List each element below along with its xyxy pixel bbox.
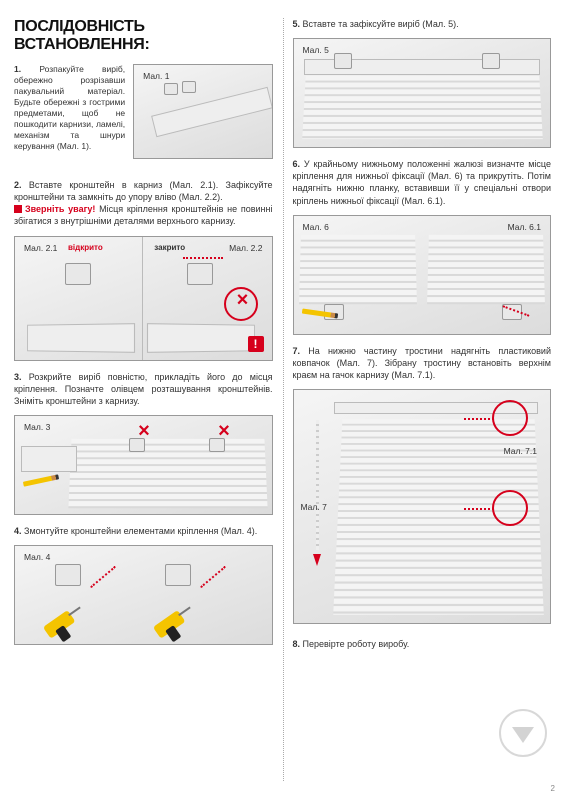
fig7-leader-bottom	[464, 508, 494, 510]
figure-5-label: Мал. 5	[300, 43, 332, 57]
fig5-blinds	[302, 76, 542, 139]
figure-3-label: Мал. 3	[21, 420, 53, 434]
fig5-bracket-b	[482, 53, 500, 69]
fig7-wand	[316, 420, 319, 550]
figure-6-right: Мал. 6.1	[422, 216, 550, 334]
fig7-leader-top	[464, 418, 494, 420]
step-6-body: У крайньому нижньому положенні жалюзі ви…	[293, 159, 552, 205]
fig61-blinds	[427, 235, 545, 304]
step-3-body: Розкрийте виріб повністю, прикладіть йог…	[14, 372, 273, 406]
page-title: ПОСЛІДОВНІСТЬ ВСТАНОВЛЕННЯ:	[14, 18, 273, 54]
fig7-tassel-icon	[313, 554, 321, 566]
figure-4: Мал. 4	[14, 545, 273, 645]
warn-square-icon	[14, 205, 22, 213]
fig3-rail	[21, 446, 77, 472]
step-2-body: Вставте кронштейн в карниз (Мал. 2.1). З…	[14, 180, 273, 202]
step-8-body: Перевірте роботу виробу.	[303, 639, 410, 649]
fig22-x-icon: ×	[234, 293, 252, 311]
column-divider	[283, 18, 284, 781]
step-5-text: 5. Вставте та зафіксуйте виріб (Мал. 5).	[293, 18, 552, 30]
step-1: 1. Розпакуйте виріб, обережно розрізавши…	[14, 64, 273, 169]
step-4-num: 4.	[14, 526, 22, 536]
fig3-bracket-b	[209, 438, 225, 452]
fig3-pencil-icon	[23, 474, 59, 486]
step-8-text: 8. Перевірте роботу виробу.	[293, 638, 552, 650]
fig22-bracket	[187, 263, 213, 285]
fig7-callout-top	[492, 400, 528, 436]
download-watermark-icon	[499, 709, 547, 757]
figure-6-label: Мал. 6	[300, 220, 332, 234]
figure-4-label: Мал. 4	[21, 550, 53, 564]
step-7-body: На нижню частину тростини надягніть плас…	[293, 346, 552, 380]
step-5-num: 5.	[293, 19, 301, 29]
figure-2-closed-label: закрито	[151, 241, 188, 254]
step-8-num: 8.	[293, 639, 301, 649]
fig3-bracket-a	[129, 438, 145, 452]
figure-2-1-label: Мал. 2.1	[21, 241, 60, 255]
step-2-warn-label: Зверніть увагу!	[25, 204, 95, 214]
step-1-text: 1. Розпакуйте виріб, обережно розрізавши…	[14, 64, 125, 161]
step-4-text: 4. Змонтуйте кронштейни елементами кріпл…	[14, 525, 273, 537]
figure-2-2-label: Мал. 2.2	[226, 241, 265, 255]
fig4-drill-b-icon	[151, 601, 200, 645]
fig4-drill-a-icon	[41, 601, 90, 645]
figure-2-left: Мал. 2.1 відкрито	[15, 237, 143, 360]
figure-6-1-label: Мал. 6.1	[505, 220, 544, 234]
left-column: ПОСЛІДОВНІСТЬ ВСТАНОВЛЕННЯ: 1. Розпакуйт…	[14, 18, 283, 789]
fig4-arrow-b	[200, 566, 226, 588]
figure-2: Мал. 2.1 відкрито закрито Мал. 2.2 × !	[14, 236, 273, 361]
figure-7: Мал. 7 Мал. 7.1	[293, 389, 552, 624]
figure-6: Мал. 6 Мал. 6.1	[293, 215, 552, 335]
fig22-arrow	[183, 257, 223, 259]
fig6-blinds	[299, 235, 417, 304]
step-2-text: 2. Вставте кронштейн в карниз (Мал. 2.1)…	[14, 179, 273, 228]
step-2-num: 2.	[14, 180, 22, 190]
step-1-num: 1.	[14, 64, 21, 74]
figure-6-left: Мал. 6	[294, 216, 422, 334]
step-6-num: 6.	[293, 159, 301, 169]
fig3-blinds	[68, 439, 267, 508]
fig22-warn-icon: !	[248, 336, 264, 352]
fig5-bracket-a	[334, 53, 352, 69]
step-1-body: Розпакуйте виріб, обережно розрізавши па…	[14, 64, 125, 151]
fig4-arrow-a	[90, 566, 116, 588]
step-6-text: 6. У крайньому нижньому положенні жалюзі…	[293, 158, 552, 207]
figure-7-1-label: Мал. 7.1	[501, 444, 540, 458]
fig4-bracket-a	[55, 564, 81, 586]
fig1-bracket-a	[164, 83, 178, 95]
step-4-body: Змонтуйте кронштейни елементами кріпленн…	[24, 526, 257, 536]
figure-2-open-label: відкрито	[65, 241, 106, 254]
figure-5: Мал. 5	[293, 38, 552, 148]
figure-3: Мал. 3 × ×	[14, 415, 273, 515]
step-3-text: 3. Розкрийте виріб повністю, прикладіть …	[14, 371, 273, 407]
step-7-text: 7. На нижню частину тростини надягніть п…	[293, 345, 552, 381]
fig4-bracket-b	[165, 564, 191, 586]
right-column: 5. Вставте та зафіксуйте виріб (Мал. 5).…	[283, 18, 552, 789]
fig21-rail	[27, 323, 135, 353]
fig7-callout-bottom	[492, 490, 528, 526]
step-5-body: Вставте та зафіксуйте виріб (Мал. 5).	[303, 19, 459, 29]
fig1-bracket-b	[182, 81, 196, 93]
step-3-num: 3.	[14, 372, 22, 382]
figure-1: Мал. 1	[133, 64, 272, 159]
figure-7-label: Мал. 7	[298, 500, 330, 514]
figure-2-right: закрито Мал. 2.2 × !	[143, 237, 271, 360]
figure-1-label: Мал. 1	[140, 69, 172, 83]
fig21-bracket	[65, 263, 91, 285]
fig22-rail	[147, 323, 255, 353]
page-number: 2	[551, 784, 555, 793]
step-7-num: 7.	[293, 346, 301, 356]
